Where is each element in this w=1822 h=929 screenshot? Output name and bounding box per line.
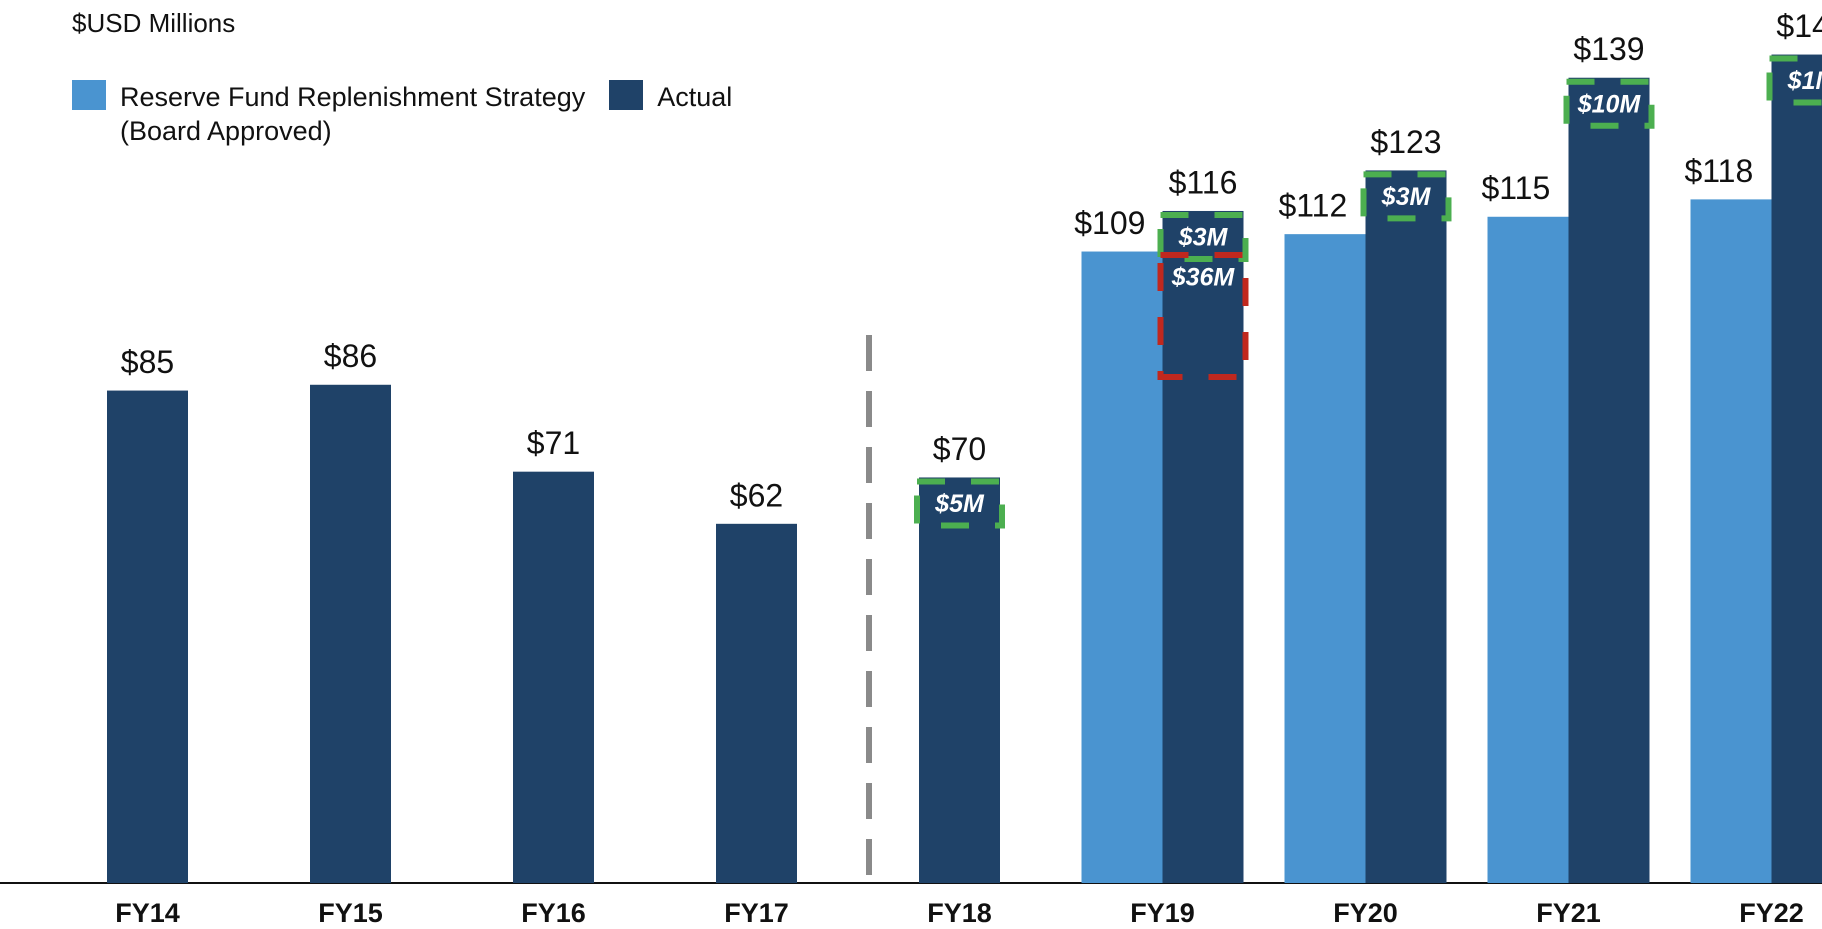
x-tick-label: FY19: [1130, 898, 1195, 928]
x-tick-label: FY14: [115, 898, 180, 928]
bar: [107, 390, 188, 883]
bar: [1771, 54, 1822, 883]
annotation-box: [1157, 211, 1249, 262]
bar: [310, 384, 391, 883]
annotation-label: $3M: [1178, 224, 1229, 252]
bar: [716, 523, 797, 883]
x-tick-label: FY22: [1739, 898, 1804, 928]
value-label: $123: [1370, 124, 1441, 160]
value-label: $139: [1573, 31, 1644, 67]
annotation-label: $10M: [1577, 90, 1642, 118]
x-tick-label: FY15: [318, 898, 383, 928]
annotation-label: $3M: [1381, 183, 1432, 211]
value-label: $62: [730, 477, 783, 513]
legend-label: Reserve Fund Replenishment Strategy (Boa…: [120, 82, 586, 146]
annotation-box: [1766, 55, 1822, 106]
legend-swatch: [609, 80, 644, 110]
x-tick-label: FY21: [1536, 898, 1601, 928]
bar: [1162, 210, 1244, 883]
annotation-label: $36M: [1171, 264, 1236, 292]
value-label: $115: [1481, 170, 1550, 206]
legend-item: Actual: [609, 80, 732, 148]
value-label: $143: [1776, 8, 1822, 44]
legend-label: Actual: [657, 82, 733, 112]
bar: [919, 477, 1000, 883]
value-label: $71: [527, 425, 580, 461]
bar: [1690, 199, 1772, 884]
value-label: $85: [121, 344, 174, 380]
x-tick-label: FY20: [1333, 898, 1398, 928]
value-label: $116: [1169, 164, 1238, 200]
bar: [1568, 77, 1650, 883]
legend: Reserve Fund Replenishment Strategy (Boa…: [72, 80, 732, 148]
legend-item: Reserve Fund Replenishment Strategy (Boa…: [72, 80, 585, 148]
bar: [513, 471, 594, 883]
bar: [1284, 234, 1366, 883]
x-tick-label: FY17: [724, 898, 789, 928]
x-tick-label: FY18: [927, 898, 992, 928]
value-label: $109: [1074, 205, 1145, 241]
value-label: $86: [324, 338, 377, 374]
bar: [1487, 216, 1569, 883]
chart-title: $USD Millions: [72, 8, 236, 38]
annotation-box: [1563, 78, 1655, 129]
value-label: $70: [933, 431, 986, 467]
legend-swatch: [72, 80, 106, 110]
bar: [1365, 170, 1447, 884]
value-label: $118: [1684, 153, 1753, 189]
bar: [1081, 251, 1163, 883]
annotation-label: $1M: [1787, 67, 1822, 95]
x-tick-label: FY16: [521, 898, 586, 928]
value-label: $112: [1278, 188, 1347, 224]
annotation-label: $5M: [934, 490, 985, 518]
annotation-box: [914, 478, 1005, 529]
annotation-box: [1360, 171, 1452, 222]
